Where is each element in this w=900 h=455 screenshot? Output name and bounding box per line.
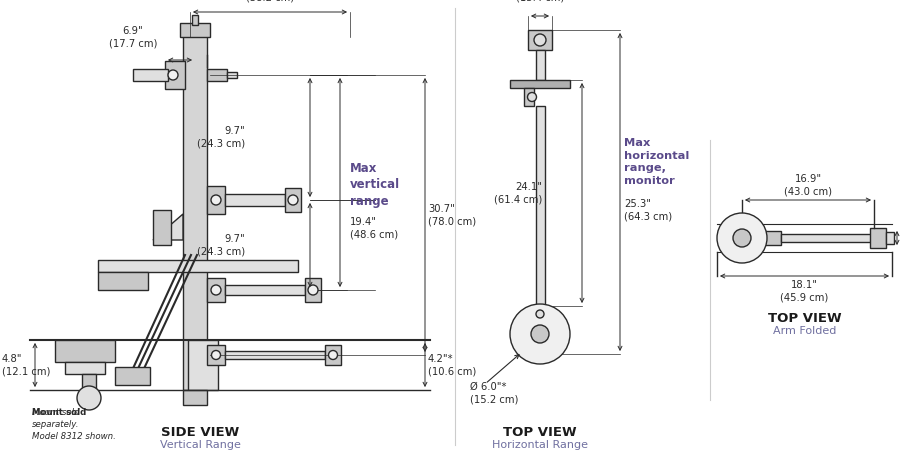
- Bar: [510, 80, 570, 88]
- Bar: [886, 232, 894, 244]
- Text: 4.8"
(12.1 cm): 4.8" (12.1 cm): [2, 354, 50, 376]
- Circle shape: [717, 213, 767, 263]
- Circle shape: [733, 229, 751, 247]
- Bar: [870, 228, 886, 248]
- Bar: [207, 345, 225, 365]
- Bar: [285, 188, 301, 212]
- Bar: [55, 340, 115, 362]
- Bar: [183, 390, 207, 405]
- Text: 15.0"
(38.2 cm): 15.0" (38.2 cm): [246, 0, 294, 2]
- Text: 18.1"
(45.9 cm): 18.1" (45.9 cm): [780, 280, 829, 303]
- Bar: [305, 278, 321, 302]
- Bar: [227, 72, 237, 78]
- Circle shape: [328, 350, 338, 359]
- Bar: [133, 69, 168, 81]
- Circle shape: [211, 285, 221, 295]
- Circle shape: [536, 310, 544, 318]
- Bar: [180, 23, 210, 37]
- Circle shape: [168, 70, 178, 80]
- Bar: [183, 35, 207, 390]
- Text: TOP VIEW: TOP VIEW: [769, 312, 842, 324]
- Bar: [98, 260, 298, 272]
- Bar: [781, 234, 874, 242]
- Text: 25.3"
(64.3 cm): 25.3" (64.3 cm): [624, 199, 672, 221]
- Bar: [65, 362, 105, 374]
- Text: Horizontal Range: Horizontal Range: [492, 440, 588, 450]
- Bar: [524, 88, 534, 106]
- Text: 6.9"
(17.7 cm): 6.9" (17.7 cm): [109, 25, 158, 48]
- Text: Max
horizontal
range,
monitor: Max horizontal range, monitor: [624, 138, 689, 186]
- Bar: [532, 306, 548, 322]
- Bar: [528, 30, 552, 50]
- Text: SIDE VIEW: SIDE VIEW: [161, 425, 239, 439]
- Text: 24.1"
(61.4 cm): 24.1" (61.4 cm): [494, 182, 542, 204]
- Text: Vertical Range: Vertical Range: [159, 440, 240, 450]
- Bar: [763, 231, 781, 245]
- Circle shape: [288, 195, 298, 205]
- Circle shape: [308, 285, 318, 295]
- Text: 9.7"
(24.3 cm): 9.7" (24.3 cm): [197, 234, 245, 256]
- Text: 9.7"
(24.3 cm): 9.7" (24.3 cm): [197, 126, 245, 149]
- Text: TOP VIEW: TOP VIEW: [503, 425, 577, 439]
- Text: Mount sold: Mount sold: [32, 408, 86, 417]
- Bar: [153, 210, 171, 245]
- Text: Mount sold
separately.
Model 8312 shown.: Mount sold separately. Model 8312 shown.: [32, 408, 116, 440]
- Bar: [536, 50, 544, 80]
- Bar: [188, 340, 218, 390]
- Circle shape: [527, 92, 536, 101]
- Polygon shape: [153, 214, 183, 240]
- Bar: [165, 61, 185, 89]
- Text: 19.4"
(48.6 cm): 19.4" (48.6 cm): [350, 217, 398, 239]
- Text: 4.2"*
(10.6 cm): 4.2"* (10.6 cm): [428, 354, 476, 376]
- Bar: [225, 351, 325, 359]
- Bar: [192, 15, 198, 25]
- Bar: [207, 186, 225, 214]
- Bar: [325, 345, 341, 365]
- Text: 30.7"
(78.0 cm): 30.7" (78.0 cm): [428, 204, 476, 226]
- Bar: [225, 285, 305, 295]
- Circle shape: [212, 350, 220, 359]
- Bar: [736, 232, 750, 244]
- Bar: [536, 106, 544, 306]
- Circle shape: [510, 304, 570, 364]
- Circle shape: [531, 325, 549, 343]
- Circle shape: [534, 34, 546, 46]
- Text: Max
vertical
range: Max vertical range: [350, 162, 400, 207]
- Bar: [82, 374, 96, 394]
- Bar: [207, 69, 227, 81]
- Bar: [98, 272, 148, 290]
- Bar: [115, 367, 150, 385]
- Circle shape: [77, 386, 101, 410]
- Bar: [225, 194, 285, 206]
- Text: 6.1"
(15.4 cm): 6.1" (15.4 cm): [516, 0, 564, 2]
- Text: Ø 6.0"*
(15.2 cm): Ø 6.0"* (15.2 cm): [470, 382, 518, 404]
- Text: Arm Folded: Arm Folded: [773, 326, 837, 336]
- Circle shape: [211, 195, 221, 205]
- Bar: [207, 278, 225, 302]
- Text: 16.9"
(43.0 cm): 16.9" (43.0 cm): [784, 174, 832, 196]
